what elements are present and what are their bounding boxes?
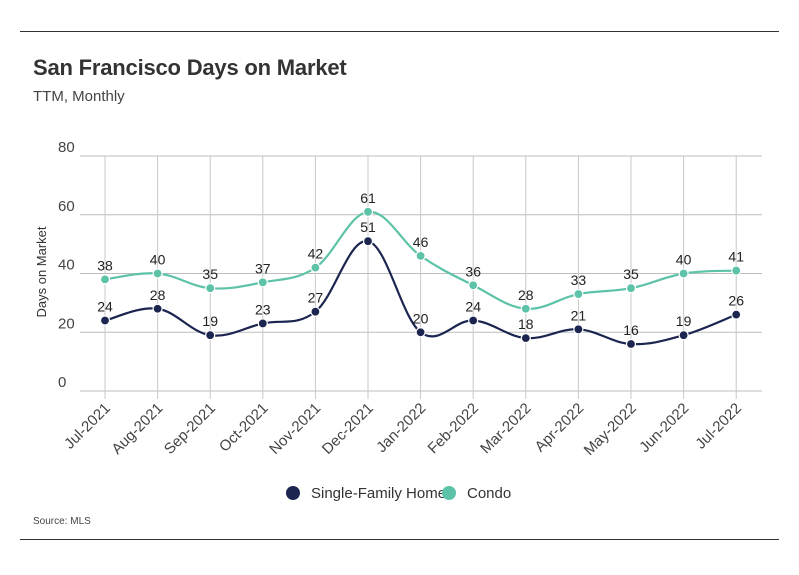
data-label: 40 [676,252,692,268]
data-point [731,309,742,320]
data-label: 21 [571,307,587,323]
legend-marker [286,486,300,500]
data-point [573,324,584,335]
x-tick-label: Apr-2022 [532,400,588,456]
y-tick-label: 60 [58,198,75,215]
data-point [257,318,268,329]
data-point [731,265,742,276]
data-point [362,206,374,217]
data-label: 51 [360,219,376,235]
data-label: 42 [308,246,324,262]
data-label: 19 [202,313,218,329]
data-point [415,327,426,338]
x-tick-label: Nov-2021 [266,400,324,458]
data-label: 19 [676,313,692,329]
data-point [625,338,637,350]
legend-label: Single-Family Home [311,485,446,502]
data-label: 41 [728,249,744,265]
y-axis-label: Days on Market [34,226,49,317]
data-point [625,283,637,294]
x-tick-label: Jun-2022 [636,400,692,456]
y-tick-label: 80 [58,139,75,156]
data-point [468,280,479,291]
x-tick-label: Mar-2022 [477,400,534,457]
data-point [468,315,479,326]
data-label: 23 [255,301,271,317]
data-label: 27 [308,290,324,306]
data-label: 61 [360,190,376,206]
data-point [573,288,584,300]
data-label: 26 [728,293,744,309]
data-label: 46 [413,234,429,250]
data-point [678,330,689,341]
grid-lines [80,155,762,399]
x-tick-label: Jul-2021 [61,400,114,453]
data-point [152,268,163,279]
data-point [520,333,531,344]
data-point [99,315,111,326]
data-label: 35 [202,266,218,282]
y-axis-ticks: 0 20 40 60 80 [58,139,75,391]
x-tick-label: Oct-2021 [216,400,272,456]
data-label: 24 [465,299,481,315]
legend-item: Condo [442,485,511,502]
data-label: 36 [465,263,481,279]
data-label: 35 [623,266,639,282]
data-label: 16 [623,322,639,338]
x-tick-label: Sep-2021 [161,400,219,458]
data-label: 40 [150,252,166,268]
data-point [99,274,111,285]
x-axis-ticks: Jul-2021Aug-2021Sep-2021Oct-2021Nov-2021… [61,400,745,459]
x-tick-label: Jul-2022 [692,400,745,453]
data-point [257,277,268,288]
x-tick-label: May-2022 [581,400,640,459]
data-label: 38 [97,257,113,273]
data-point [310,306,321,317]
y-tick-label: 0 [58,374,66,391]
data-label: 24 [97,299,113,315]
data-point [152,303,163,314]
legend-label: Condo [467,485,511,502]
series-condo: 38 40 35 37 42 61 46 36 28 33 35 40 41 [97,190,744,314]
data-label: 33 [571,272,587,288]
chart-subtitle: TTM, Monthly [33,88,125,105]
x-tick-label: Feb-2022 [425,400,482,457]
data-label: 20 [413,310,429,326]
legend-marker [442,486,456,500]
y-tick-label: 40 [58,257,75,274]
legend-item: Single-Family Home [286,485,446,502]
data-point [205,283,216,294]
data-point [310,262,321,273]
data-point [205,330,216,341]
data-point [362,236,374,247]
legend: Single-Family Home Condo [286,485,511,502]
top-rule [20,31,779,32]
x-tick-label: Jan-2022 [373,400,429,456]
source-note: Source: MLS [33,516,91,527]
data-label: 18 [518,316,534,332]
x-tick-label: Dec-2021 [319,400,377,458]
chart-title: San Francisco Days on Market [33,55,347,80]
data-label: 28 [518,287,534,303]
series-single-family-home: 24 28 19 23 27 51 20 24 18 21 16 19 26 [97,219,744,350]
data-point [678,268,689,279]
series-group: 38 40 35 37 42 61 46 36 28 33 35 40 41 24 28 19 23 27 51 20… [97,190,744,350]
data-point [520,303,531,314]
data-label: 37 [255,260,271,276]
data-point [415,250,426,261]
y-tick-label: 20 [58,315,75,332]
bottom-rule [20,539,779,540]
data-label: 28 [150,287,166,303]
x-tick-label: Aug-2021 [108,400,166,458]
